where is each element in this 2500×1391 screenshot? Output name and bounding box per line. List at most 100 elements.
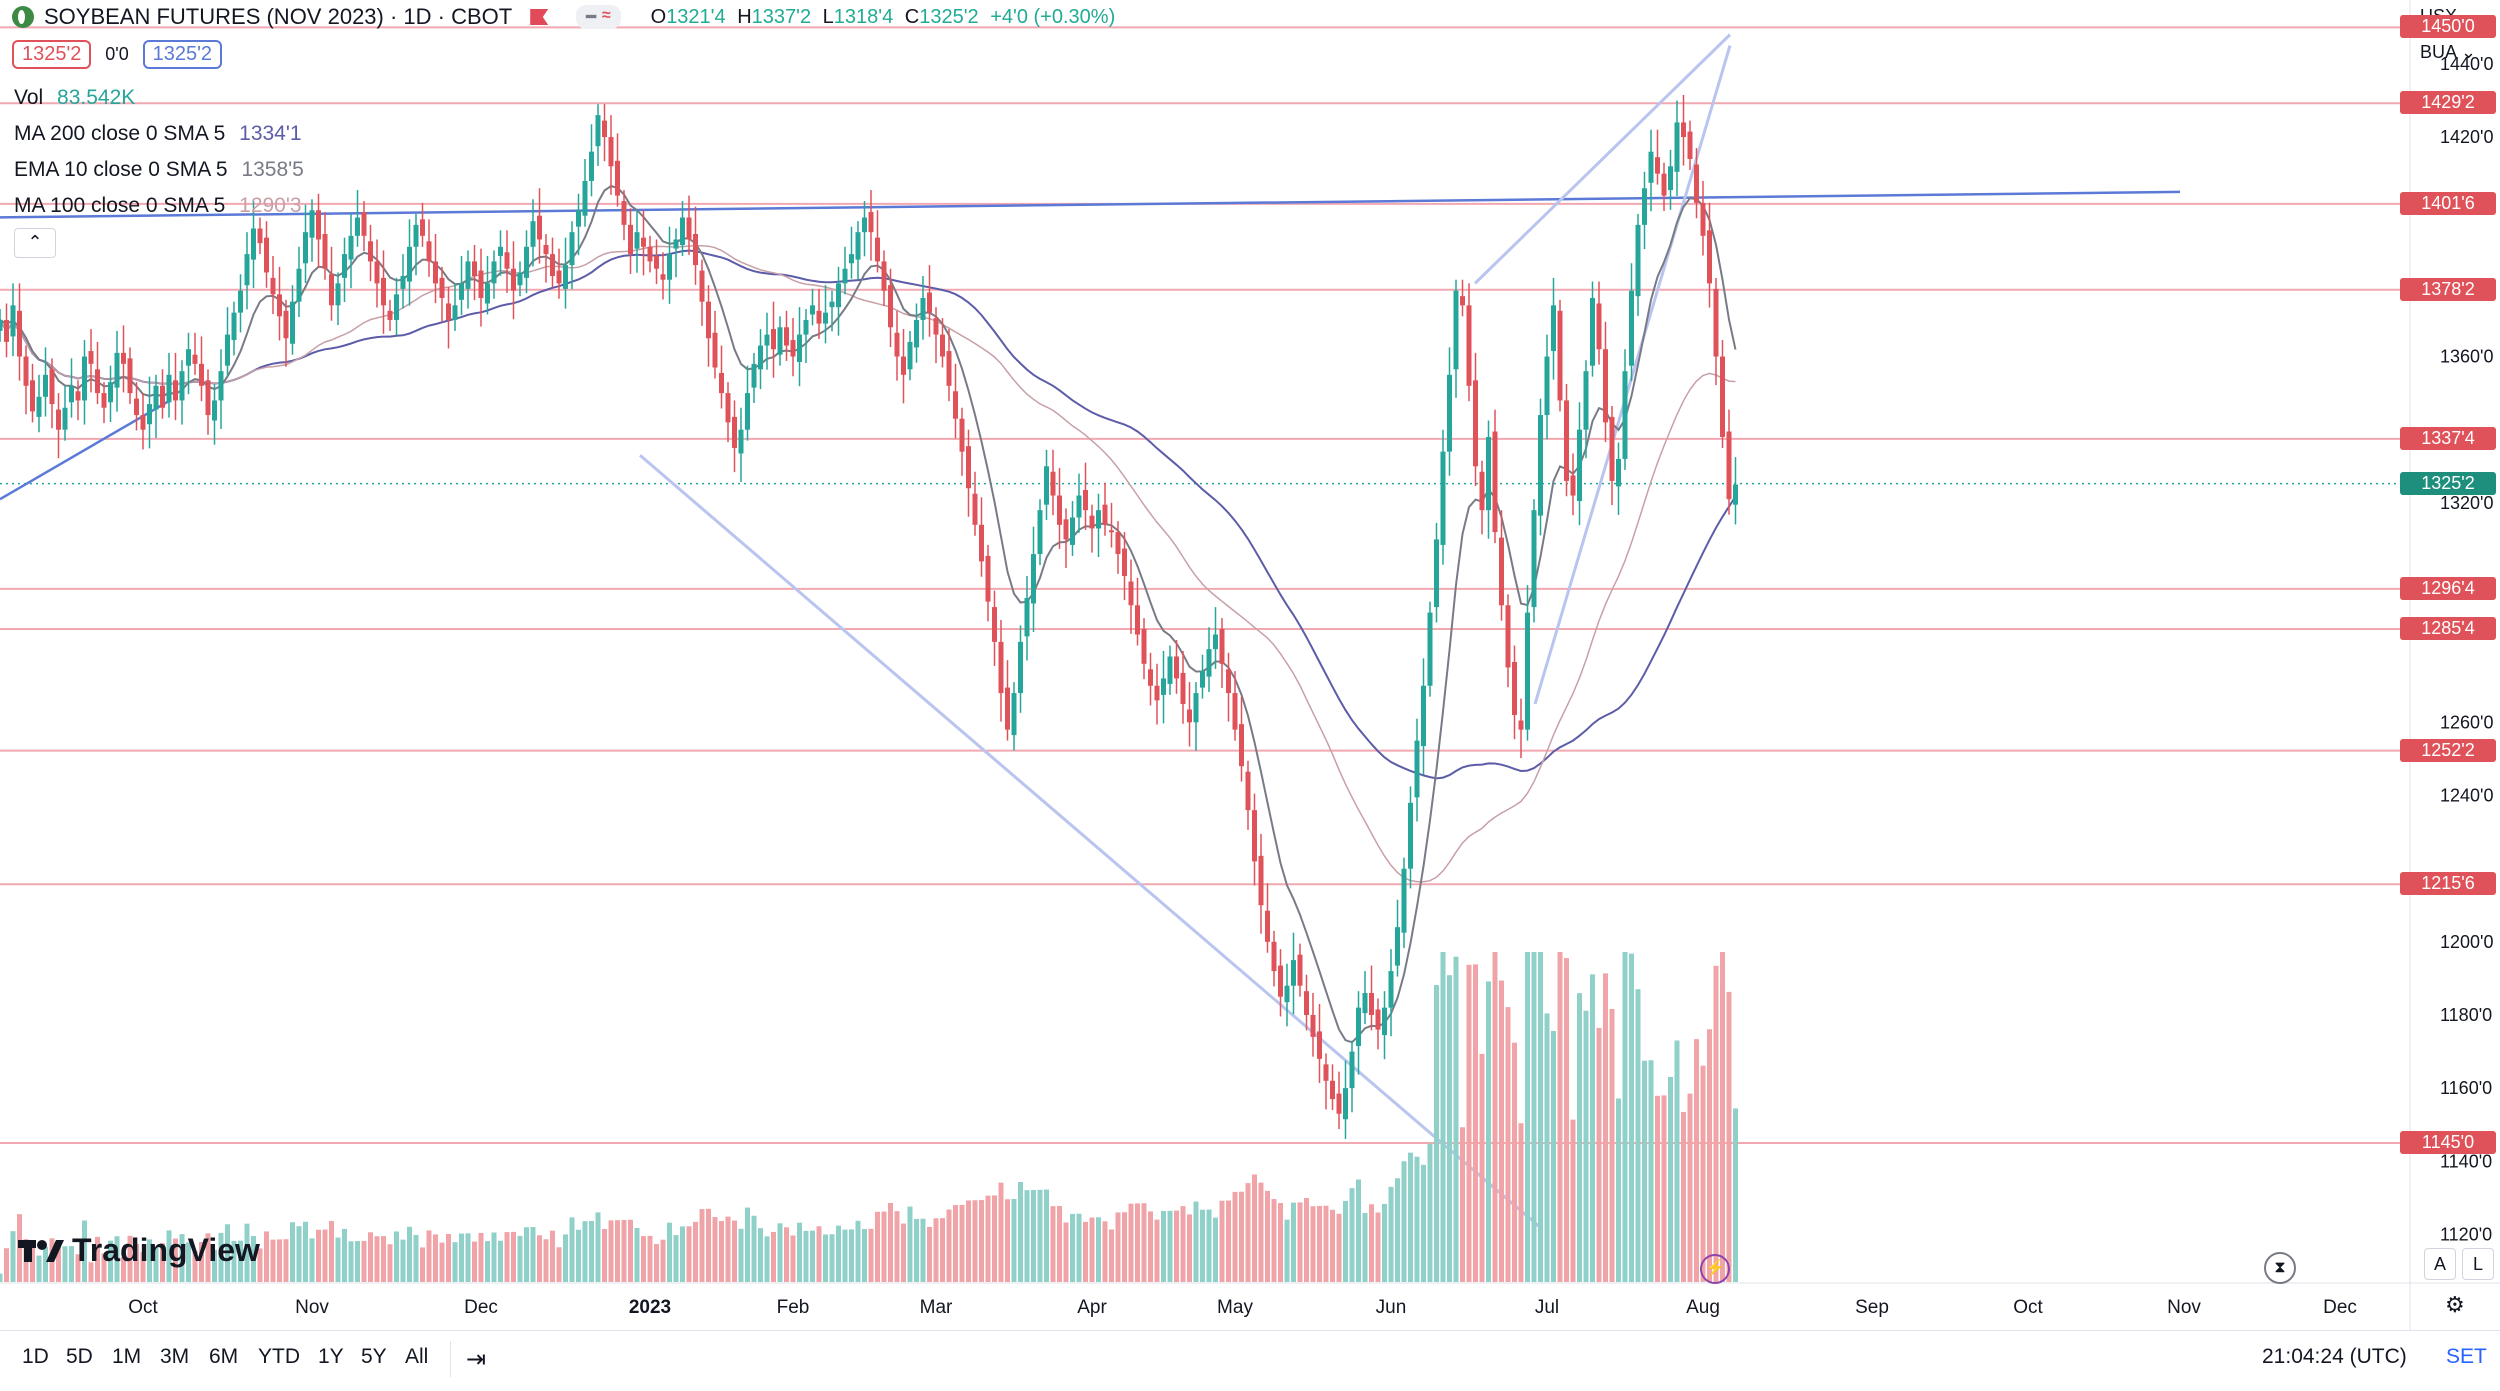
candle-body [238, 290, 243, 313]
candle-body [1375, 1009, 1381, 1030]
session-button[interactable]: SET [2446, 1345, 2487, 1368]
lightning-icon[interactable]: ⚡ [1700, 1254, 1730, 1284]
volume-bar [82, 1220, 87, 1282]
clock-time[interactable]: 21:04:24 (UTC) [2262, 1345, 2407, 1368]
volume-bar [1239, 1191, 1244, 1282]
volume-bar [1265, 1190, 1270, 1282]
volume-bar [1609, 1008, 1615, 1282]
vol-indicator[interactable]: Vol 83.542K [14, 86, 136, 109]
candle-body [1213, 634, 1218, 650]
volume-bar [1421, 1164, 1426, 1282]
chart-header: SOYBEAN FUTURES (NOV 2023) · 1D · CBOT ━… [12, 4, 1115, 30]
volume-bar [179, 1234, 185, 1282]
x-tick-label: Apr [1077, 1297, 1107, 1318]
price-level-tag[interactable]: 1429'2 [2400, 91, 2496, 115]
sell-button[interactable]: 1325'2 [12, 40, 92, 69]
candle-body [1577, 429, 1582, 502]
volume-bar [121, 1257, 126, 1282]
auto-scale-button[interactable]: A [2424, 1248, 2456, 1280]
candle-body [1655, 157, 1660, 174]
candle-body [1070, 517, 1075, 545]
range-3m[interactable]: 3M [160, 1345, 190, 1368]
candle-body [153, 385, 159, 410]
line-mode-icon[interactable]: ━ [586, 9, 596, 26]
price-level-tag[interactable]: 1145'0 [2400, 1130, 2496, 1154]
wave-mode-icon[interactable]: ≈ [601, 7, 611, 24]
candle-body [1648, 151, 1654, 183]
volume-bar [595, 1212, 601, 1282]
volume-bar [1525, 952, 1530, 1282]
candle-body [771, 329, 776, 350]
x-tick-label: Nov [2167, 1297, 2201, 1318]
price-level-tag[interactable]: 1337'4 [2400, 426, 2496, 450]
price-level-tag[interactable]: 1215'6 [2400, 872, 2496, 896]
candle-body [654, 255, 659, 269]
volume-bar [173, 1238, 178, 1282]
y-tick-label: 1200'0 [2440, 932, 2494, 952]
candle-body [634, 232, 640, 249]
candle-body [686, 217, 692, 240]
range-5d[interactable]: 5D [66, 1345, 93, 1368]
candle-body [1239, 724, 1244, 767]
price-level-tag[interactable]: 1252'2 [2400, 738, 2496, 762]
candle-body [1603, 349, 1608, 423]
unit-select[interactable]: BUA ⌄ [2420, 42, 2477, 62]
candle-body [231, 312, 237, 341]
volume-bar [101, 1253, 107, 1282]
volume-bar [1330, 1209, 1335, 1282]
range-1d[interactable]: 1D [22, 1345, 49, 1368]
candle-body [881, 261, 887, 291]
price-level-tag[interactable]: 1450'0 [2400, 15, 2496, 39]
candle-body [1525, 612, 1530, 730]
volume-bar [803, 1230, 809, 1282]
volume-bar [901, 1223, 906, 1282]
price-level-tag[interactable]: 1285'4 [2400, 617, 2496, 641]
candle-body [1187, 709, 1192, 723]
volume-bar [1356, 1179, 1361, 1282]
candle-body [1278, 965, 1283, 997]
ma100-indicator[interactable]: MA 100 close 0 SMA 5 1290'3 [14, 194, 302, 217]
price-chart[interactable]: 1440'0 1420'0 1360'0 1320'0 1260'0 1240'0 1200… [0, 0, 2500, 1330]
volume-bar [667, 1222, 672, 1282]
candle-body [608, 137, 614, 167]
range-5y[interactable]: 5Y [361, 1345, 387, 1368]
collapse-legend-button[interactable]: ⌃ [14, 228, 56, 258]
range-1m[interactable]: 1M [112, 1345, 142, 1368]
candle-body [1687, 131, 1693, 160]
volume-bar [1304, 1198, 1309, 1282]
flag-icon[interactable] [530, 9, 549, 25]
symbol-title[interactable]: SOYBEAN FUTURES (NOV 2023) · 1D · CBOT [44, 4, 513, 29]
volume-bar [485, 1241, 490, 1282]
candle-body [1180, 672, 1186, 705]
volume-bar [10, 1231, 16, 1282]
price-level-tag[interactable]: 1296'4 [2400, 576, 2496, 600]
volume-bar [88, 1262, 94, 1282]
volume-bar [283, 1239, 289, 1282]
candle-body [1512, 661, 1517, 716]
ema10-indicator[interactable]: EMA 10 close 0 SMA 5 1358'5 [14, 158, 304, 181]
range-ytd[interactable]: YTD [258, 1345, 300, 1368]
buy-button[interactable]: 1325'2 [142, 40, 223, 69]
volume-bar [550, 1230, 555, 1282]
channel-upper-trendline [1473, 33, 1732, 285]
candle-body [1317, 1031, 1322, 1059]
volume-bar [160, 1243, 165, 1282]
candle-body [75, 391, 81, 401]
candle-body [1349, 1051, 1355, 1089]
volume-bar [1102, 1221, 1108, 1282]
volume-bar [381, 1236, 386, 1282]
volume-bar [1499, 980, 1504, 1282]
price-level-tag[interactable]: 1325'2 [2400, 471, 2496, 495]
candle-body [1148, 669, 1153, 686]
settings-icon[interactable]: ⚙ [2445, 1292, 2465, 1317]
range-all[interactable]: All [405, 1345, 429, 1368]
price-level-tag[interactable]: 1401'6 [2400, 191, 2496, 215]
range-1y[interactable]: 1Y [318, 1345, 344, 1368]
timer-icon[interactable]: ⧗ [2264, 1252, 2296, 1284]
ma200-indicator[interactable]: MA 200 close 0 SMA 5 1334'1 [14, 122, 302, 145]
log-scale-button[interactable]: L [2462, 1248, 2494, 1280]
price-level-tag[interactable]: 1378'2 [2400, 277, 2496, 301]
chart-type-toggle[interactable]: ━ ≈ [576, 5, 621, 29]
date-range-icon[interactable]: ⇥ [466, 1346, 487, 1373]
range-6m[interactable]: 6M [209, 1345, 239, 1368]
